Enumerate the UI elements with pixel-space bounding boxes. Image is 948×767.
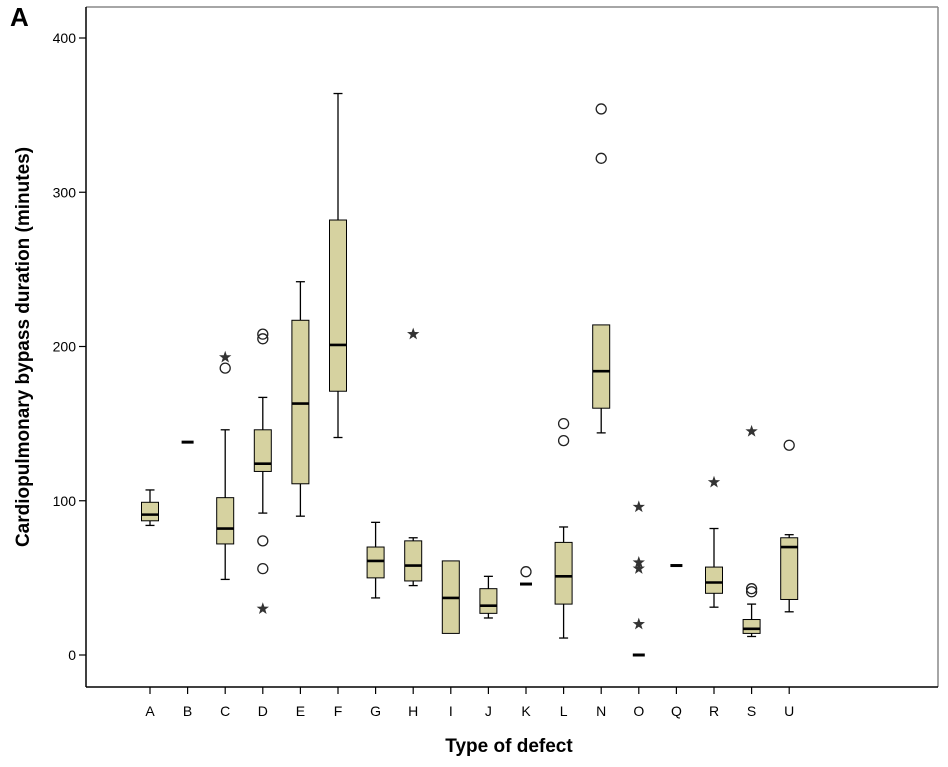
box-iqr	[592, 324, 611, 409]
box-iqr	[366, 546, 385, 579]
outlier-point	[520, 566, 532, 578]
y-axis-title: Cardiopulmonary bypass duration (minutes…	[13, 147, 34, 547]
x-axis-title: Type of defect	[445, 736, 573, 757]
extreme-point	[632, 555, 645, 568]
extreme-point	[256, 602, 269, 614]
extreme-point	[632, 500, 645, 513]
y-tick-label: 400	[53, 30, 77, 46]
box-iqr	[216, 497, 235, 545]
extreme-point	[632, 617, 645, 630]
box-u	[780, 439, 799, 613]
x-tick-label: E	[296, 703, 305, 719]
extreme-point	[407, 327, 420, 340]
x-tick-label: G	[370, 703, 381, 719]
x-tick-label: D	[258, 703, 268, 719]
extreme-point	[632, 562, 645, 574]
x-tick-label: K	[521, 703, 531, 719]
box-r	[705, 475, 723, 608]
box-iqr	[253, 429, 272, 472]
box-iqr	[742, 619, 761, 634]
box-iqr	[141, 501, 159, 522]
x-tick-label: I	[449, 703, 453, 719]
axes-layer	[85, 6, 939, 688]
x-tick-label: L	[560, 703, 568, 719]
y-tick-label: 100	[53, 493, 77, 509]
x-tick-label: Q	[671, 703, 682, 719]
outlier-point	[745, 583, 758, 595]
x-tick-label: S	[747, 703, 756, 719]
extreme-point	[219, 350, 232, 363]
extreme-point	[707, 475, 721, 488]
box-iqr	[705, 566, 723, 594]
boxes-layer	[141, 92, 799, 657]
outlier-point	[595, 103, 607, 115]
box-l	[554, 417, 573, 639]
x-tick-label: B	[183, 703, 192, 719]
box-iqr	[329, 219, 347, 392]
outlier-point	[557, 434, 570, 447]
x-tick-label: C	[220, 703, 230, 719]
box-iqr	[554, 541, 573, 605]
box-n	[592, 103, 611, 434]
extreme-point	[745, 424, 758, 437]
outlier-point	[595, 152, 607, 164]
box-iqr	[479, 588, 498, 614]
box-c	[216, 350, 235, 581]
y-tick-label: 0	[68, 647, 76, 663]
outlier-point	[745, 586, 758, 598]
outlier-point	[257, 535, 269, 547]
y-ticks: 0 100 200 300 400	[53, 30, 86, 663]
box-f	[329, 92, 347, 439]
box-o	[632, 500, 645, 657]
box-iqr	[404, 540, 423, 582]
y-tick-label: 200	[53, 339, 77, 355]
x-tick-label: A	[145, 703, 155, 719]
box-iqr	[291, 319, 310, 485]
box-a	[141, 489, 159, 527]
outlier-point	[219, 362, 231, 374]
panel-letter: A	[10, 2, 29, 32]
box-d	[253, 328, 272, 614]
box-iqr	[780, 537, 799, 600]
box-g	[366, 521, 385, 599]
box-i	[441, 560, 460, 634]
outlier-point	[783, 439, 795, 451]
x-tick-label: N	[596, 703, 606, 719]
outlier-point	[257, 328, 269, 340]
y-tick-label: 300	[53, 184, 77, 200]
box-e	[291, 281, 310, 517]
outlier-point	[257, 562, 269, 575]
box-s	[742, 424, 761, 638]
x-tick-label: F	[334, 703, 343, 719]
outlier-point	[557, 417, 570, 430]
box-j	[479, 575, 498, 619]
outlier-point	[257, 333, 269, 345]
x-tick-label: R	[709, 703, 719, 719]
x-tick-label: O	[633, 703, 644, 719]
x-tick-label: U	[784, 703, 794, 719]
box-k	[520, 566, 532, 586]
x-tick-label: J	[485, 703, 492, 719]
box-h	[404, 327, 423, 587]
x-tick-label: H	[408, 703, 418, 719]
